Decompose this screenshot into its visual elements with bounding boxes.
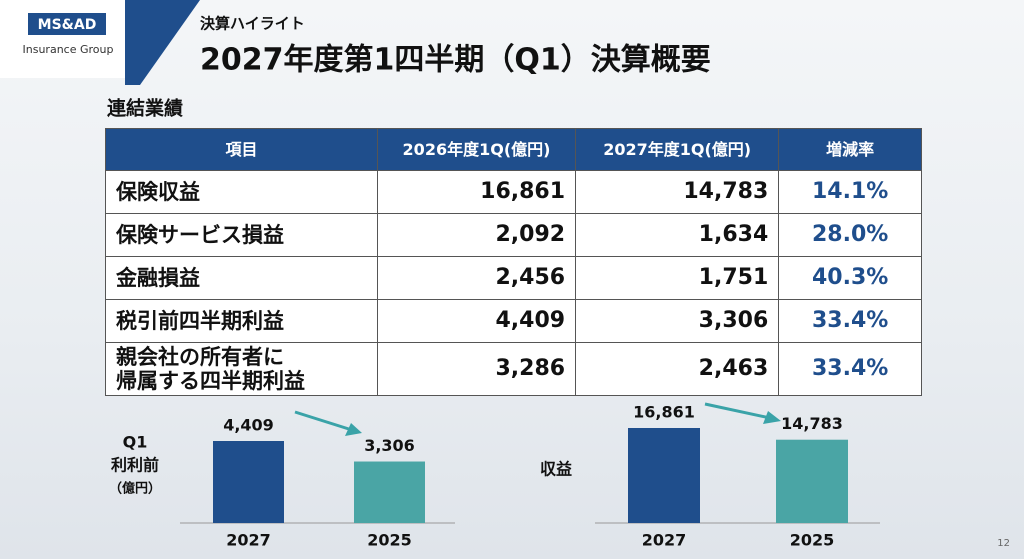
x-tick-label: 2025 — [790, 531, 835, 550]
value-cell: 3,286 — [376, 342, 577, 396]
table-row: 金融損益 2,456 1,751 40.3% — [105, 256, 922, 300]
x-tick-label: 2027 — [226, 531, 271, 550]
chart-label: Q1 — [123, 433, 148, 452]
row-label: 税引前四半期利益 — [105, 299, 378, 343]
value-cell: 1,634 — [575, 213, 780, 257]
table-row: 税引前四半期利益 4,409 3,306 33.4% — [105, 299, 922, 343]
value-cell: 4,409 — [376, 299, 577, 343]
value-label: 4,409 — [223, 416, 274, 435]
bar — [628, 428, 700, 523]
bar — [776, 439, 848, 523]
arrow — [704, 402, 771, 420]
value-cell: 2,456 — [376, 256, 577, 300]
rate-cell: 33.4% — [778, 299, 922, 343]
value-cell: 3,306 — [575, 299, 780, 343]
value-cell: 1,751 — [575, 256, 780, 300]
column-header: 2026年度1Q(億円) — [376, 128, 577, 171]
logo-sub: Insurance Group — [23, 43, 114, 56]
page-number: 12 — [997, 538, 1010, 549]
x-tick-label: 2027 — [642, 531, 687, 550]
chart-label: 収益 — [540, 460, 572, 479]
accent — [125, 0, 200, 85]
table-row: 親会社の所有者に 帰属する四半期利益 3,286 2,463 33.4% — [105, 342, 922, 396]
value-cell: 14,783 — [575, 170, 780, 214]
kicker: 決算ハイライト — [200, 15, 305, 33]
value-cell: 2,092 — [376, 213, 577, 257]
logo: MS&AD — [38, 17, 97, 33]
arrow — [294, 410, 353, 432]
row-label: 金融損益 — [105, 256, 378, 300]
logo-box — [0, 0, 125, 78]
x-tick-label: 2025 — [367, 531, 412, 550]
column-header: 2027年度1Q(億円) — [575, 128, 780, 171]
row-label: 保険収益 — [105, 170, 378, 214]
value-label: 16,861 — [633, 403, 695, 422]
bar — [354, 461, 425, 523]
value-label: 3,306 — [364, 436, 415, 455]
row-label: 保険サービス損益 — [105, 213, 378, 257]
results-table: 項目 2026年度1Q(億円) 2027年度1Q(億円) 増減率 保険収益 16,861 1… — [105, 128, 922, 396]
table-row: 保険サービス損益 2,092 1,634 28.0% — [105, 213, 922, 257]
value-cell: 2,463 — [575, 342, 780, 396]
section-title: 連結業績 — [107, 97, 183, 120]
chart-label: 利利前 — [111, 456, 159, 475]
column-header: 増減率 — [778, 128, 922, 171]
logo-badge — [28, 13, 106, 35]
value-label: 14,783 — [781, 414, 843, 433]
arrow-head — [763, 411, 781, 424]
rate-cell: 14.1% — [778, 170, 922, 214]
rate-cell: 40.3% — [778, 256, 922, 300]
header-row: 項目 2026年度1Q(億円) 2027年度1Q(億円) 増減率 — [105, 128, 922, 171]
rate-cell: 33.4% — [778, 342, 922, 396]
title: 2027年度第1四半期（Q1）決算概要 — [200, 43, 711, 78]
bar — [213, 441, 284, 523]
rate-cell: 28.0% — [778, 213, 922, 257]
row-label: 親会社の所有者に 帰属する四半期利益 — [105, 342, 378, 396]
table-body: 保険収益 16,861 14,783 14.1% 保険サービス損益 2,092 1,634 2… — [105, 170, 922, 396]
value-cell: 16,861 — [376, 170, 577, 214]
chart-label: （億円） — [109, 481, 161, 497]
table-row: 保険収益 16,861 14,783 14.1% — [105, 170, 922, 214]
column-header: 項目 — [105, 128, 378, 171]
arrow-head — [345, 423, 362, 436]
